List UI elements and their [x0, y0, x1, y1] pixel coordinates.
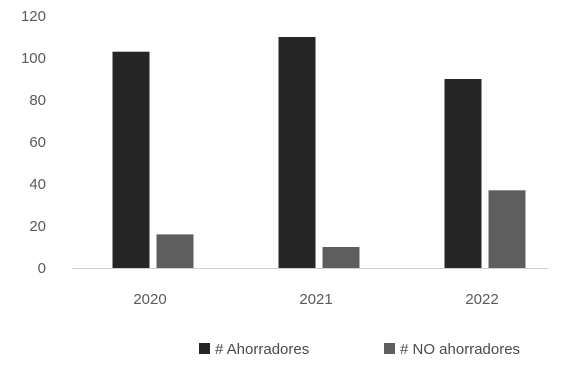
bar-ahorradores-2020	[112, 51, 150, 269]
y-tick-label: 80	[29, 92, 46, 109]
y-tick-label: 0	[38, 260, 46, 277]
y-axis: 0 20 40 60 80 100 120	[21, 8, 46, 277]
x-tick-label: 2021	[299, 291, 332, 308]
bar-ahorradores-2022	[444, 79, 482, 268]
y-tick-label: 40	[29, 176, 46, 193]
x-axis: 2020 2021 2022	[72, 268, 548, 308]
legend: # Ahorradores # NO ahorradores	[199, 341, 520, 358]
legend-swatch	[199, 343, 210, 354]
y-tick-label: 60	[29, 134, 46, 151]
y-tick-label: 120	[21, 8, 46, 25]
legend-label: # NO ahorradores	[400, 341, 520, 358]
x-tick-label: 2022	[465, 291, 498, 308]
x-tick-label: 2020	[133, 291, 166, 308]
y-tick-label: 20	[29, 218, 46, 235]
bar-no-ahorradores-2021	[322, 247, 360, 268]
legend-swatch	[384, 343, 395, 354]
bar-no-ahorradores-2020	[156, 234, 194, 268]
bars	[112, 37, 526, 269]
bar-no-ahorradores-2022	[488, 190, 526, 268]
y-tick-label: 100	[21, 50, 46, 67]
legend-label: # Ahorradores	[215, 341, 309, 358]
bar-ahorradores-2021	[278, 37, 316, 268]
